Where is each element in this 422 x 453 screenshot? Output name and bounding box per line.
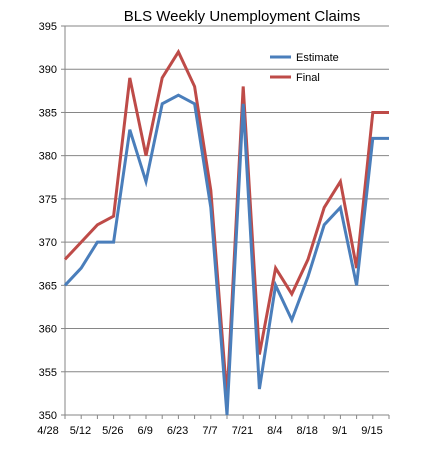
series-line-estimate — [63, 93, 389, 416]
legend: Estimate Final — [270, 52, 339, 84]
legend-label-final: Final — [296, 72, 320, 84]
x-tick-label: 6/9 — [138, 425, 153, 437]
x-tick-label: 5/12 — [70, 425, 91, 437]
y-tick-label: 385 — [39, 107, 57, 119]
legend-label-estimate: Estimate — [296, 52, 339, 64]
x-tick-label: 9/1 — [332, 425, 347, 437]
axis-layer: 350 355 360 365 370 375 380 385 390 395 4/28 5/12 5/… — [37, 21, 390, 437]
y-tick-label: 395 — [39, 21, 57, 33]
x-tick-label: 9/15 — [361, 425, 382, 437]
x-tick-label: 8/4 — [267, 425, 282, 437]
x-tick-label: 4/28 — [37, 425, 58, 437]
y-tick-label: 380 — [39, 151, 57, 163]
x-tick-label: 5/26 — [102, 425, 123, 437]
series-layer — [63, 48, 389, 416]
y-tick-label: 360 — [39, 324, 57, 336]
x-tick-label: 8/18 — [296, 425, 317, 437]
grid-layer — [65, 25, 389, 373]
y-tick-label: 365 — [39, 280, 57, 292]
chart-title: BLS Weekly Unemployment Claims — [124, 8, 360, 25]
y-tick-label: 370 — [39, 237, 57, 249]
x-tick-label: 6/23 — [167, 425, 188, 437]
x-tick-label: 7/7 — [202, 425, 217, 437]
y-tick-label: 390 — [39, 64, 57, 76]
x-tick-label: 7/21 — [232, 425, 253, 437]
series-line-final — [63, 48, 389, 398]
y-tick-label: 375 — [39, 194, 57, 206]
y-tick-label: 350 — [39, 410, 57, 422]
y-tick-label: 355 — [39, 367, 57, 379]
